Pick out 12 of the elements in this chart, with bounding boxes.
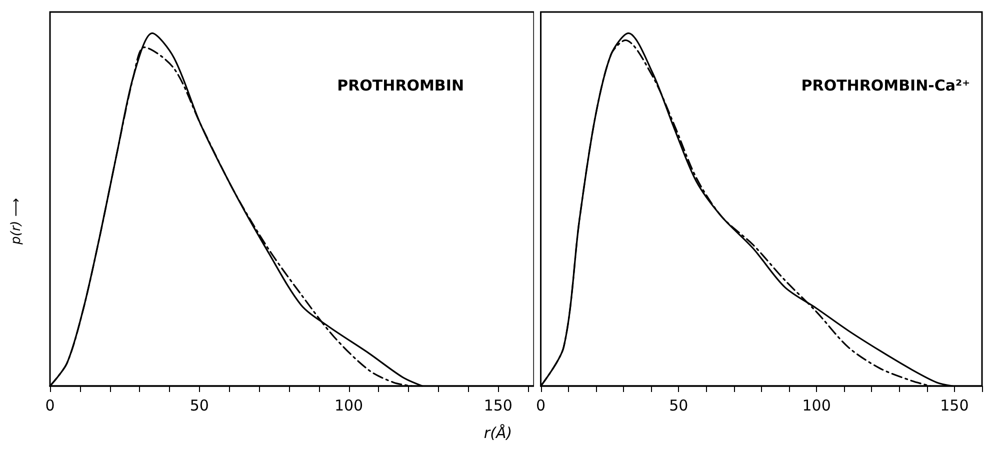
annotation: PROTHROMBIN	[337, 76, 464, 94]
annotation: PROTHROMBIN-Ca²⁺	[801, 76, 970, 94]
y-axis-title: p(r) ⟶	[9, 198, 24, 246]
x-tick-label: 150	[484, 396, 512, 414]
x-tick-label: 50	[669, 396, 688, 414]
x-tick-label: 100	[334, 396, 364, 414]
x-tick-label: 0	[536, 396, 546, 414]
x-tick-label: 0	[45, 396, 55, 414]
x-tick-label: 100	[802, 396, 831, 414]
x-tick-label: 50	[190, 396, 209, 414]
x-tick-label: 150	[940, 396, 969, 414]
x-axis-title: r(Å)	[482, 424, 514, 442]
